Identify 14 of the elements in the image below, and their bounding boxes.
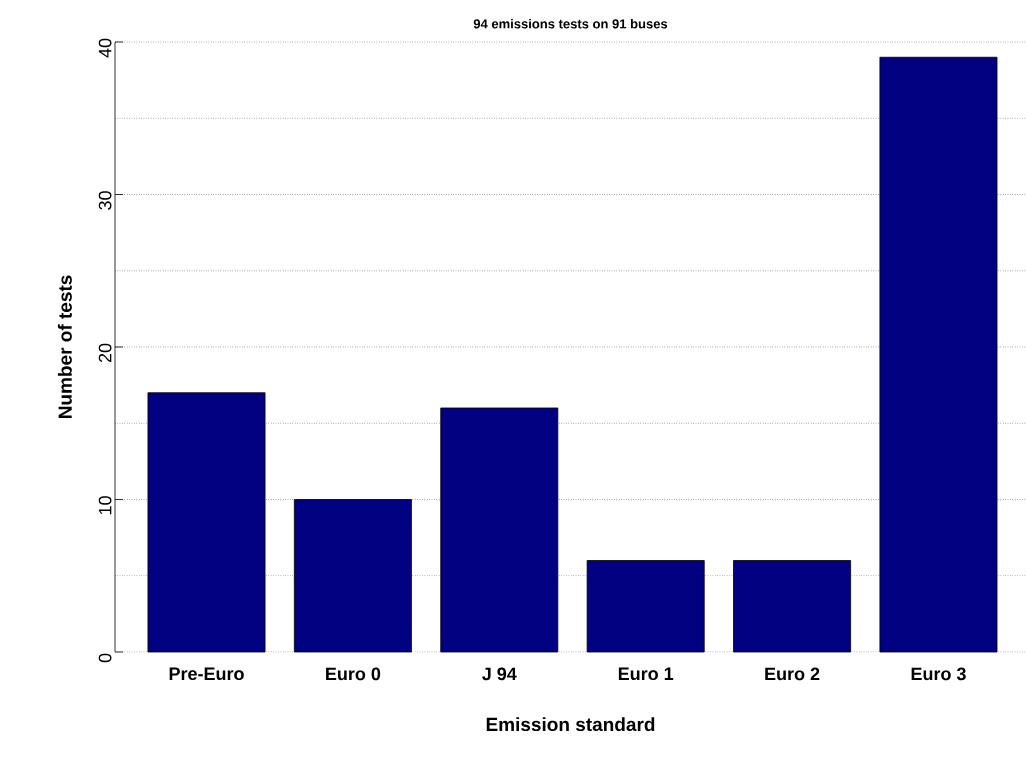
x-tick-label: Euro 0 (326, 667, 381, 681)
y-axis-title: Number of tests (57, 275, 72, 419)
x-tick-label: Euro 2 (765, 667, 820, 681)
y-tick-label: 10 (98, 496, 112, 515)
y-tick-label: 40 (98, 38, 112, 58)
chart-title: 94 emissions tests on 91 buses (473, 18, 668, 29)
y-tick-label: 20 (98, 343, 112, 363)
x-tick-label: J 94 (482, 667, 517, 681)
x-tick-label: Pre-Euro (169, 667, 244, 681)
x-axis-title: Emission standard (486, 717, 655, 732)
x-tick-label: Euro 3 (911, 667, 966, 681)
y-tick-label: 30 (98, 191, 112, 210)
x-tick-label: Euro 1 (618, 667, 674, 681)
y-tick-label: 0 (98, 653, 112, 663)
